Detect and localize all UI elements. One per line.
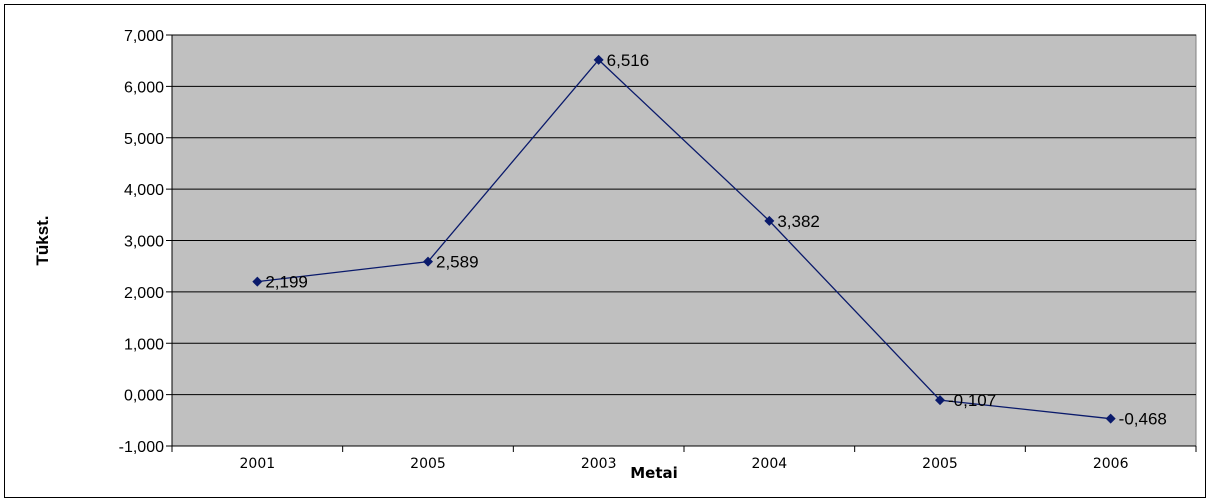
x-tick-label: 2005 <box>922 456 958 472</box>
x-tick-label: 2005 <box>410 456 446 472</box>
data-point <box>1105 413 1116 424</box>
y-tick-label: 2,000 <box>124 285 164 302</box>
y-tick-label: 4,000 <box>124 182 164 199</box>
x-tick-label: 2004 <box>752 456 788 472</box>
y-tick-label: -1,000 <box>119 439 164 456</box>
data-label: -0,468 <box>1119 410 1167 429</box>
y-tick-label: 6,000 <box>124 79 164 96</box>
data-point <box>935 395 945 406</box>
x-axis-ticks: 2001 2005 2003 2004 2005 2006 <box>171 446 1197 472</box>
x-tick-label: 2006 <box>1093 456 1129 472</box>
y-tick-label: 3,000 <box>124 234 164 251</box>
data-label: 6,516 <box>607 51 650 70</box>
y-axis-ticks: -1,000 0,000 1,000 2,000 3,000 4,000 5,000 6,00… <box>119 28 172 456</box>
series-line <box>257 58 1111 420</box>
x-tick-label: 2003 <box>581 456 617 472</box>
data-label: 2,589 <box>436 253 479 272</box>
y-tick-label: 7,000 <box>124 28 164 45</box>
y-tick-label: 0,000 <box>124 388 164 405</box>
series-markers <box>252 54 1116 424</box>
y-axis-title: Tūkst. <box>33 215 52 265</box>
data-label: 2,199 <box>265 273 308 292</box>
x-axis-title: Metai <box>630 464 678 482</box>
data-label: -0,107 <box>948 391 996 410</box>
x-tick-label: 2001 <box>240 456 276 472</box>
data-point <box>423 256 433 267</box>
data-point <box>593 54 604 65</box>
y-tick-label: 5,000 <box>124 131 164 148</box>
data-labels: 2,199 2,589 6,516 3,382 -0,107 -0,468 <box>265 51 1167 429</box>
data-point <box>252 276 263 287</box>
data-point <box>764 215 775 226</box>
data-label: 3,382 <box>777 212 820 231</box>
y-tick-label: 1,000 <box>124 336 164 353</box>
